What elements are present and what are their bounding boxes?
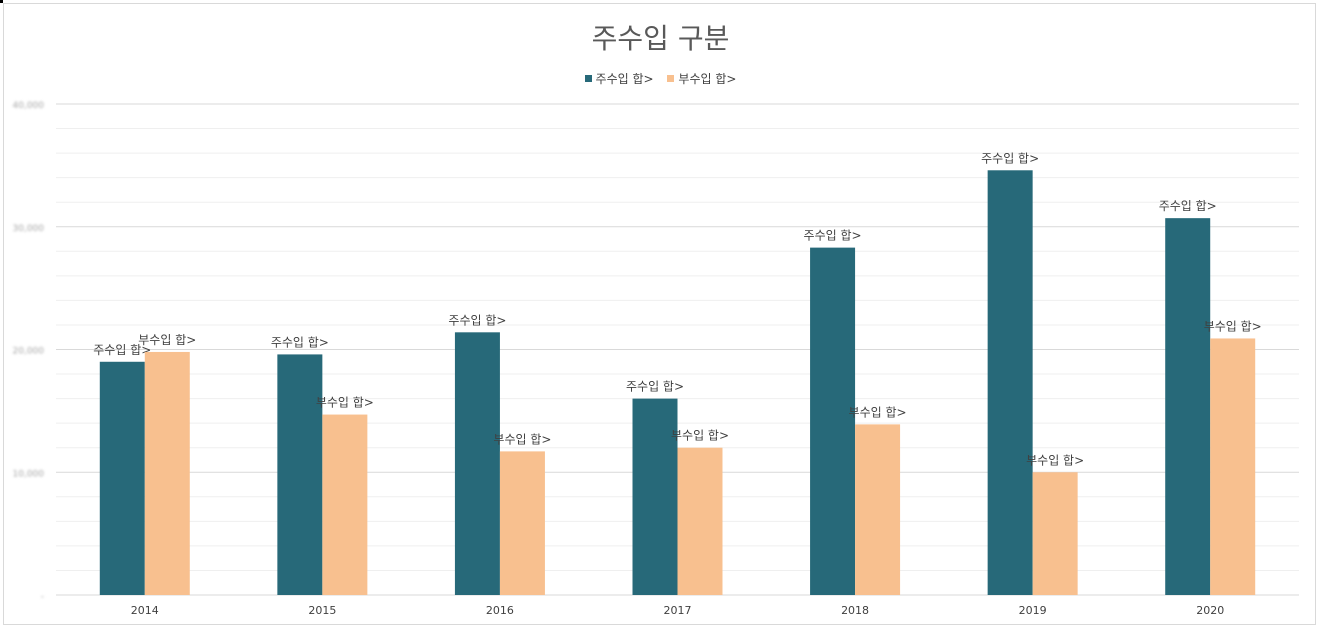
y-tick-label: 20,000 [13, 347, 45, 357]
legend-item-side-income: 부수입 합> [667, 70, 736, 87]
x-tick-label: 2017 [664, 604, 692, 617]
legend-swatch-main-income [584, 75, 592, 82]
y-tick-label: 40,000 [13, 101, 45, 111]
bar [322, 414, 368, 595]
data-label: 부수입 합> [849, 405, 907, 419]
x-tick-label: 2020 [1196, 604, 1224, 617]
bar [1165, 218, 1211, 595]
data-label: 주수입 합> [271, 335, 329, 349]
bar [277, 354, 323, 595]
bar [632, 398, 678, 595]
data-label: 주수입 합> [448, 313, 506, 327]
bar [810, 247, 856, 595]
legend-label-main-income: 주수입 합> [595, 72, 654, 86]
data-label: 부수입 합> [1026, 453, 1084, 467]
data-label: 주수입 합> [626, 380, 684, 394]
bar [677, 447, 723, 595]
data-label: 부수입 합> [316, 396, 374, 410]
data-label: 부수입 합> [671, 429, 729, 443]
legend-label-side-income: 부수입 합> [678, 72, 737, 86]
bar [1032, 472, 1078, 595]
legend-swatch-side-income [667, 75, 675, 82]
legend-item-main-income: 주수입 합> [584, 70, 654, 87]
bar [1210, 338, 1256, 595]
data-label: 주수입 합> [981, 151, 1039, 165]
bar [499, 451, 545, 595]
data-label: 주수입 합> [93, 343, 151, 357]
bar [454, 332, 500, 595]
x-tick-label: 2018 [841, 604, 869, 617]
x-tick-label: 2014 [131, 604, 159, 617]
x-tick-label: 2016 [486, 604, 514, 617]
y-tick-label: 30,000 [13, 224, 45, 234]
chart-title: 주수입 구분 [591, 22, 730, 55]
bar [144, 351, 190, 595]
x-tick-label: 2015 [308, 604, 336, 617]
bar [99, 361, 145, 595]
data-label: 주수입 합> [804, 229, 862, 243]
data-label: 부수입 합> [138, 333, 196, 347]
data-label: 부수입 합> [493, 432, 551, 446]
bar [855, 424, 901, 595]
y-tick-label: - [41, 592, 44, 602]
chart-legend: 주수입 합> 부수입 합> [0, 70, 1321, 87]
x-tick-label: 2019 [1019, 604, 1047, 617]
bar [987, 170, 1033, 595]
data-label: 부수입 합> [1204, 319, 1262, 333]
corner-mark [0, 0, 3, 3]
y-tick-label: 10,000 [13, 469, 45, 479]
data-label: 주수입 합> [1159, 199, 1217, 213]
